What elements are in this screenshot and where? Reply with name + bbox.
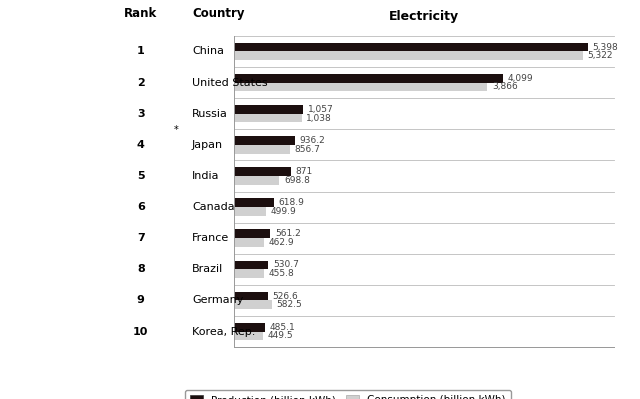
Text: 526.6: 526.6 xyxy=(273,292,298,300)
Text: 856.7: 856.7 xyxy=(294,145,320,154)
Text: 871: 871 xyxy=(295,167,312,176)
Bar xyxy=(234,198,274,207)
Text: 6: 6 xyxy=(137,202,145,212)
Text: 618.9: 618.9 xyxy=(279,198,305,207)
Bar xyxy=(234,83,488,91)
Text: Canada: Canada xyxy=(192,202,235,212)
Text: 4: 4 xyxy=(137,140,145,150)
Text: *: * xyxy=(173,125,179,135)
Text: 1: 1 xyxy=(137,46,145,57)
Bar xyxy=(234,323,266,332)
Text: 9: 9 xyxy=(137,295,145,306)
Bar xyxy=(234,300,272,309)
Text: 462.9: 462.9 xyxy=(269,238,294,247)
Text: 8: 8 xyxy=(137,264,145,275)
Text: Rank: Rank xyxy=(124,7,157,20)
Text: Country: Country xyxy=(192,7,244,20)
Text: Brazil: Brazil xyxy=(192,264,223,275)
Text: 449.5: 449.5 xyxy=(268,332,293,340)
Text: 5,322: 5,322 xyxy=(588,51,613,60)
Bar xyxy=(234,145,290,154)
Bar xyxy=(234,207,266,216)
Text: 455.8: 455.8 xyxy=(268,269,294,278)
Text: United States: United States xyxy=(192,77,268,88)
Bar xyxy=(234,176,280,185)
Text: 485.1: 485.1 xyxy=(270,323,296,332)
Text: 7: 7 xyxy=(137,233,145,243)
Bar xyxy=(234,292,268,300)
Bar xyxy=(234,261,268,269)
Text: 4,099: 4,099 xyxy=(508,74,533,83)
Text: France: France xyxy=(192,233,229,243)
Text: Germany: Germany xyxy=(192,295,243,306)
Text: Korea, Rep.: Korea, Rep. xyxy=(192,326,255,337)
Text: India: India xyxy=(192,171,220,181)
Text: 2: 2 xyxy=(137,77,145,88)
Text: 499.9: 499.9 xyxy=(271,207,297,216)
Text: 1,057: 1,057 xyxy=(308,105,333,114)
Text: 582.5: 582.5 xyxy=(276,300,302,309)
Text: 561.2: 561.2 xyxy=(275,229,301,238)
Bar xyxy=(234,114,301,122)
Bar xyxy=(234,167,291,176)
Bar xyxy=(234,136,295,145)
Bar xyxy=(234,238,264,247)
Text: 1,038: 1,038 xyxy=(307,114,332,122)
Bar xyxy=(234,269,264,278)
Bar xyxy=(234,105,303,114)
Text: 5: 5 xyxy=(137,171,145,181)
Legend: Production (billion kWh), Consumption (billion kWh): Production (billion kWh), Consumption (b… xyxy=(185,390,511,399)
Bar xyxy=(234,51,583,60)
Bar xyxy=(234,229,271,238)
Bar xyxy=(234,332,263,340)
Text: 3,866: 3,866 xyxy=(492,83,518,91)
Text: 698.8: 698.8 xyxy=(284,176,310,185)
Text: 10: 10 xyxy=(133,326,148,337)
Text: 5,398: 5,398 xyxy=(593,43,618,51)
Text: Russia: Russia xyxy=(192,109,228,119)
Text: 3: 3 xyxy=(137,109,145,119)
Text: 530.7: 530.7 xyxy=(273,261,299,269)
Text: Electricity: Electricity xyxy=(389,10,459,24)
Text: Japan: Japan xyxy=(192,140,223,150)
Text: 936.2: 936.2 xyxy=(300,136,325,145)
Text: China: China xyxy=(192,46,224,57)
Bar xyxy=(234,43,588,51)
Bar xyxy=(234,74,503,83)
